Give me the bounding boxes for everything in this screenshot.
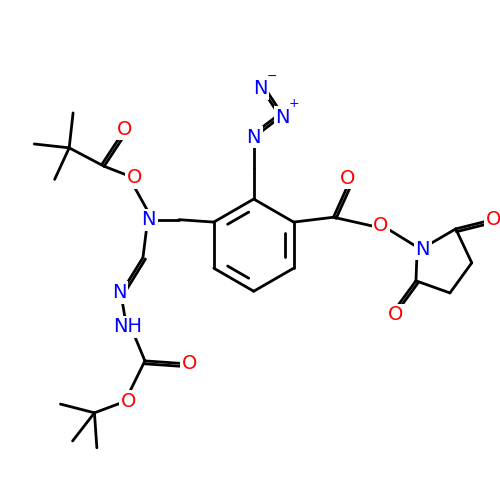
Text: O: O [126, 168, 142, 188]
Text: +: + [288, 97, 300, 110]
Text: O: O [486, 210, 500, 229]
Text: O: O [340, 169, 355, 188]
Text: O: O [120, 392, 136, 410]
Text: O: O [182, 354, 197, 373]
Text: O: O [374, 216, 388, 236]
Text: −: − [266, 70, 277, 84]
Text: N: N [112, 283, 127, 302]
Text: O: O [388, 306, 404, 324]
Text: N: N [253, 80, 268, 98]
Text: O: O [117, 120, 132, 139]
Text: N: N [416, 240, 430, 259]
Text: N: N [275, 108, 289, 126]
Text: N: N [142, 210, 156, 229]
Text: N: N [246, 128, 261, 147]
Text: NH: NH [113, 318, 142, 336]
